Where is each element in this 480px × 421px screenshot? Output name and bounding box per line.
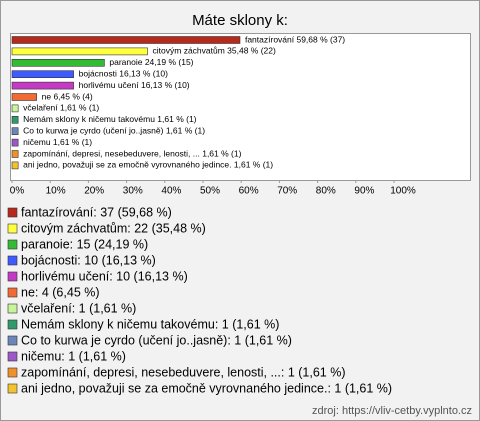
legend-swatch <box>7 335 18 346</box>
bar <box>11 47 148 56</box>
legend-label: citovým záchvatům: 22 (35,48 %) <box>21 221 206 235</box>
x-tick-label: 40% <box>161 186 181 197</box>
x-tick-label: 10% <box>46 186 66 197</box>
legend-label: včelaření: 1 (1,61 %) <box>21 301 136 315</box>
chart-title: Máte sklony k: <box>192 12 288 29</box>
bar <box>11 127 19 135</box>
bar <box>11 161 19 170</box>
bar <box>11 116 19 124</box>
legend-label: ne: 4 (6,45 %) <box>21 285 100 299</box>
value-label: paranoie 24,19 % (15) <box>109 57 193 67</box>
bar <box>11 104 19 113</box>
legend-label: Nemám sklony k ničemu takovému: 1 (1,61 … <box>21 317 279 331</box>
value-label: horlivému učení 16,13 % (10) <box>79 80 190 90</box>
bar <box>11 150 19 158</box>
value-label: bojácnosti 16,13 % (10) <box>79 68 168 78</box>
legend-label: bojácnosti: 10 (16,13 %) <box>21 253 156 267</box>
bar <box>11 138 19 147</box>
source: zdroj: https://vliv-cetby.vyplnto.cz <box>312 405 472 417</box>
value-label: citovým záchvatům 35,48 % (22) <box>153 46 276 56</box>
legend-label: horlivému učení: 10 (16,13 %) <box>21 269 188 283</box>
legend-swatch <box>7 223 18 234</box>
x-tick-label: 50% <box>200 186 220 197</box>
legend-swatch <box>7 367 18 378</box>
x-tick-label: 0% <box>10 186 25 197</box>
bar <box>11 58 105 67</box>
x-tick-label: 80% <box>316 186 336 197</box>
x-tick-label: 90% <box>354 186 374 197</box>
legend-swatch <box>7 303 18 314</box>
legend-label: zapomínání, depresi, nesebeduvere, lenos… <box>21 365 346 379</box>
x-tick-label: 60% <box>239 186 259 197</box>
legend-swatch <box>7 319 18 330</box>
value-label: ne 6,45 % (4) <box>42 91 93 101</box>
legend-swatch <box>7 271 18 282</box>
legend-label: Co to kurwa je cyrdo (učení jo..jasně): … <box>21 333 292 347</box>
value-label: zapomínání, depresi, nesebeduvere, lenos… <box>23 148 241 158</box>
legend-swatch <box>7 255 18 266</box>
value-label: fantazírování 59,68 % (37) <box>245 34 345 44</box>
legend-swatch <box>7 239 18 250</box>
legend-label: fantazírování: 37 (59,68 %) <box>21 205 172 219</box>
bar <box>11 70 74 78</box>
legend-swatch <box>7 351 18 362</box>
legend-swatch <box>7 383 18 394</box>
value-label: včelaření 1,61 % (1) <box>23 103 99 113</box>
value-label: ničemu 1,61 % (1) <box>23 137 92 147</box>
legend-swatch <box>7 287 18 298</box>
legend-label: paranoie: 15 (24,19 %) <box>21 237 148 251</box>
bar <box>11 81 74 90</box>
legend-label: ani jedno, považuji se za emočně vyrovna… <box>21 381 392 395</box>
bar <box>11 36 241 44</box>
legend-label: ničemu: 1 (1,61 %) <box>21 349 126 363</box>
x-tick-label: 30% <box>123 186 143 197</box>
plot-area <box>10 33 471 181</box>
value-label: Nemám sklony k ničemu takovému 1,61 % (1… <box>23 114 197 124</box>
value-label: Co to kurwa je cyrdo (učení jo..jasně) 1… <box>23 125 205 135</box>
x-tick-label: 70% <box>277 186 297 197</box>
bar <box>11 93 37 101</box>
x-tick-label: 100% <box>390 186 416 197</box>
x-tick-label: 20% <box>84 186 104 197</box>
value-label: ani jedno, považuji se za emočně vyrovna… <box>23 160 273 170</box>
legend-swatch <box>7 207 18 218</box>
